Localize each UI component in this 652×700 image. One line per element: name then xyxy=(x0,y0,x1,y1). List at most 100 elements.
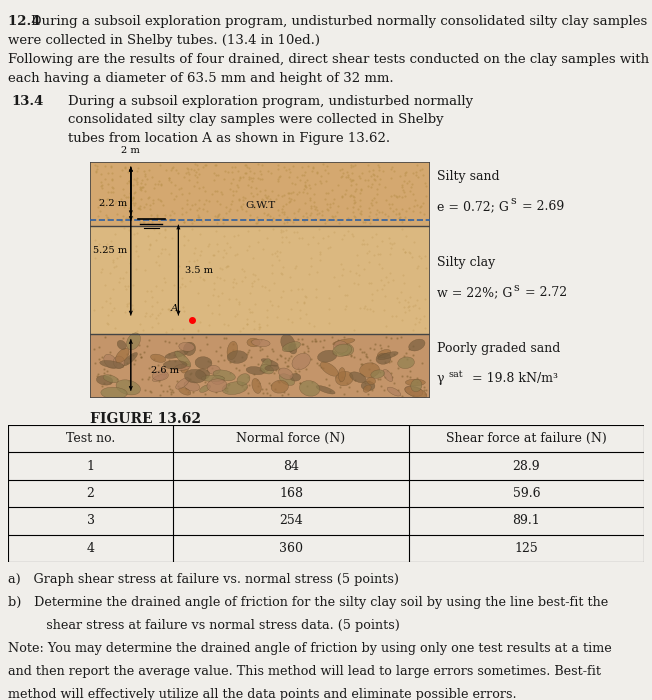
Point xyxy=(233,165,243,176)
Point xyxy=(129,228,140,239)
Point xyxy=(220,381,230,392)
Point xyxy=(122,301,132,312)
Point xyxy=(304,180,314,191)
Point xyxy=(310,335,321,346)
Point xyxy=(418,169,428,181)
Point xyxy=(400,205,411,216)
Point xyxy=(105,346,115,358)
Point xyxy=(228,189,238,200)
Point xyxy=(146,386,156,398)
Point xyxy=(145,238,155,249)
Point xyxy=(399,302,409,313)
Point xyxy=(372,212,382,223)
Point xyxy=(228,185,238,196)
Point xyxy=(259,190,270,201)
Point xyxy=(155,180,166,191)
Point xyxy=(253,274,263,285)
Point xyxy=(246,351,256,363)
Point xyxy=(105,292,115,303)
Text: 254: 254 xyxy=(279,514,303,527)
Point xyxy=(406,181,416,193)
Point xyxy=(405,386,415,398)
Point xyxy=(385,267,395,278)
Point xyxy=(132,166,142,177)
Point xyxy=(221,207,231,218)
Point xyxy=(153,370,164,382)
Point xyxy=(125,188,135,199)
Point xyxy=(297,334,307,345)
Point xyxy=(253,159,263,170)
Point xyxy=(369,174,379,185)
Point xyxy=(355,172,365,183)
Point xyxy=(316,361,326,372)
Point xyxy=(97,263,108,274)
Point xyxy=(409,200,419,211)
Point xyxy=(352,249,363,260)
Point xyxy=(237,263,247,274)
Point xyxy=(304,269,315,280)
Point xyxy=(273,172,284,183)
Point xyxy=(400,306,410,317)
Point xyxy=(374,164,385,176)
Point xyxy=(218,319,229,330)
Point xyxy=(364,246,374,257)
Point xyxy=(128,179,138,190)
Point xyxy=(185,368,195,379)
Point xyxy=(367,384,378,395)
Point xyxy=(255,186,265,197)
Point xyxy=(278,218,289,229)
Point xyxy=(353,203,364,214)
Point xyxy=(143,164,154,176)
Point xyxy=(118,197,128,209)
Point xyxy=(337,270,348,281)
Point xyxy=(295,377,305,388)
Point xyxy=(272,353,282,364)
Point xyxy=(312,204,323,216)
Point xyxy=(403,382,413,393)
Point xyxy=(147,291,157,302)
Ellipse shape xyxy=(299,381,320,396)
Point xyxy=(118,384,128,395)
Point xyxy=(383,340,393,351)
Point xyxy=(166,389,176,400)
Ellipse shape xyxy=(165,351,188,358)
Point xyxy=(316,178,326,189)
Point xyxy=(224,184,235,195)
Point xyxy=(242,314,252,325)
Point xyxy=(391,204,402,215)
Point xyxy=(391,190,402,202)
Point xyxy=(413,172,424,183)
Point xyxy=(142,174,153,185)
Ellipse shape xyxy=(181,361,190,373)
Point xyxy=(341,185,351,196)
Point xyxy=(244,171,254,182)
Point xyxy=(247,173,258,184)
Point xyxy=(411,169,421,181)
Point xyxy=(192,172,202,183)
Point xyxy=(147,321,157,332)
Point xyxy=(415,253,426,264)
Point xyxy=(374,206,384,218)
Point xyxy=(248,190,258,202)
Point xyxy=(183,345,194,356)
Point xyxy=(201,206,212,217)
Point xyxy=(297,232,308,244)
Point xyxy=(419,381,430,392)
Point xyxy=(156,379,166,391)
Point xyxy=(108,186,118,197)
Text: FIGURE 13.62: FIGURE 13.62 xyxy=(90,412,201,426)
Point xyxy=(323,379,334,391)
Point xyxy=(376,380,386,391)
Point xyxy=(222,319,233,330)
Point xyxy=(329,227,340,238)
Point xyxy=(161,326,171,337)
Point xyxy=(267,260,278,271)
Point xyxy=(419,384,429,395)
Point xyxy=(147,301,157,312)
Point xyxy=(286,372,296,383)
Point xyxy=(273,375,284,386)
Point xyxy=(408,206,418,217)
Point xyxy=(192,254,202,265)
Point xyxy=(192,176,202,187)
Point xyxy=(339,331,349,342)
